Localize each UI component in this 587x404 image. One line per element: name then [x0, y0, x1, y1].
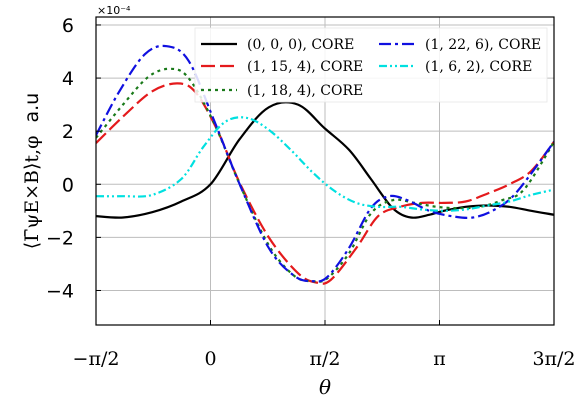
legend-label-1: (1, 15, 4), CORE — [247, 59, 363, 75]
x-tick-label: 0 — [204, 348, 216, 370]
x-tick-label: π/2 — [310, 348, 341, 370]
series-line-3 — [96, 44, 554, 283]
y-tick-label: 2 — [62, 121, 74, 143]
x-tick-label: π — [433, 348, 446, 370]
y-tick-label: 0 — [62, 174, 74, 196]
x-ticks: −π/2 0 π/2 π 3π/2 — [73, 320, 576, 370]
y-tick-label: −4 — [46, 280, 74, 302]
y-tick-label: 4 — [62, 68, 74, 90]
y-axis-title: ⟨Γ̄ψE×B⟩t,φ a.u — [21, 93, 43, 249]
y-axis-unit: a.u — [21, 93, 43, 123]
legend-label-0: (0, 0, 0), CORE — [247, 37, 354, 53]
y-tick-label: −2 — [46, 227, 74, 249]
y-axis-math: ⟨Γ̄ψE×B⟩t,φ — [21, 136, 43, 250]
x-axis-title: θ — [319, 375, 331, 399]
y-ticks: 6 4 2 0 −2 −4 — [46, 15, 101, 302]
x-tick-label: 3π/2 — [532, 348, 575, 370]
series-lines — [96, 44, 554, 285]
legend-label-2: (1, 18, 4), CORE — [247, 83, 363, 99]
x-tick-label: −π/2 — [73, 348, 120, 370]
y-tick-label: 6 — [62, 15, 74, 37]
series-line-1 — [96, 82, 554, 285]
legend: (0, 0, 0), CORE (1, 15, 4), CORE (1, 18, 4… — [194, 27, 548, 103]
svg-text:⟨Γ̄ψE×B⟩t,φ a.u: ⟨Γ̄ψE×B⟩t,φ a.u — [21, 93, 43, 249]
y-multiplier-label: ×10⁻⁴ — [97, 4, 131, 17]
legend-label-3: (1, 22, 6), CORE — [425, 37, 541, 53]
legend-box — [194, 27, 548, 103]
series-line-4 — [96, 116, 554, 212]
legend-label-4: (1, 6, 2), CORE — [425, 59, 532, 75]
series-line-0 — [96, 101, 554, 219]
